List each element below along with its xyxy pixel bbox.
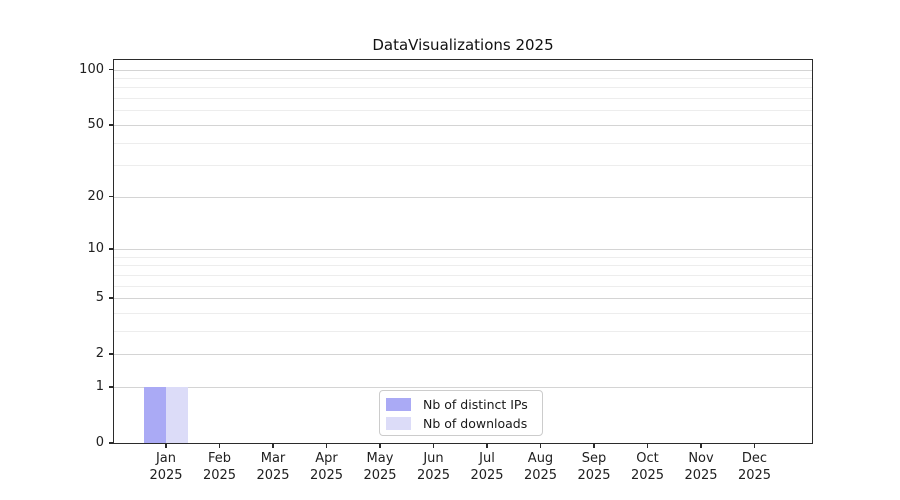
- x-tick-year: 2025: [684, 467, 718, 483]
- y-gridline-minor-80: [114, 87, 812, 89]
- y-gridline-minor-3: [114, 330, 812, 332]
- y-gridline-major-2: [114, 354, 812, 356]
- x-tick-mark-Feb: [218, 444, 221, 448]
- y-tick-mark-2: [109, 353, 113, 355]
- x-tick-label-Jul: Jul 2025: [455, 451, 519, 484]
- legend-label: Nb of distinct IPs: [423, 397, 528, 412]
- y-gridline-major-20: [114, 196, 812, 198]
- x-tick-mark-Aug: [539, 444, 542, 448]
- y-gridline-minor-30: [114, 165, 812, 167]
- y-tick-label-5: 5: [95, 290, 104, 305]
- y-tick-label-10: 10: [87, 241, 104, 256]
- x-tick-year: 2025: [470, 467, 504, 483]
- x-tick-year: 2025: [363, 467, 397, 483]
- y-gridline-minor-40: [114, 142, 812, 144]
- y-tick-mark-1: [109, 386, 113, 388]
- y-gridline-major-10: [114, 249, 812, 250]
- x-tick-month: Aug: [527, 451, 554, 466]
- x-tick-label-Mar: Mar 2025: [241, 451, 305, 484]
- y-gridline-minor-8: [114, 265, 812, 267]
- legend-entry: Nb of downloads: [386, 414, 536, 433]
- x-tick-mark-Mar: [272, 444, 274, 448]
- x-tick-mark-Nov: [700, 444, 702, 448]
- y-gridline-minor-9: [114, 256, 812, 258]
- x-tick-month: Feb: [207, 451, 232, 466]
- y-gridline-minor-90: [114, 78, 812, 79]
- x-tick-month: Jun: [423, 451, 444, 466]
- chart-title: DataVisualizations 2025: [372, 36, 554, 54]
- x-tick-year: 2025: [416, 467, 451, 483]
- x-tick-label-Dec: Dec 2025: [723, 451, 787, 484]
- y-tick-mark-20: [109, 195, 113, 198]
- y-gridline-major-50: [114, 124, 812, 126]
- x-tick-label-Jun: Jun 2025: [402, 451, 466, 484]
- x-tick-month: Mar: [260, 451, 286, 466]
- y-tick-label-2: 2: [95, 346, 104, 362]
- x-tick-label-Nov: Nov 2025: [669, 451, 733, 484]
- x-tick-month: Jul: [479, 451, 495, 466]
- y-tick-label-1: 1: [95, 378, 104, 394]
- y-gridline-major-1: [114, 386, 812, 388]
- bar-distinct-ips-Jan 2025: [144, 386, 166, 443]
- legend: Nb of distinct IPs Nb of downloads: [379, 390, 543, 436]
- x-tick-label-May: May 2025: [348, 451, 412, 484]
- y-tick-label-20: 20: [87, 188, 104, 204]
- x-tick-mark-Oct: [646, 444, 649, 448]
- x-tick-label-Feb: Feb 2025: [188, 451, 252, 484]
- x-tick-year: 2025: [256, 467, 290, 483]
- y-gridline-minor-7: [114, 274, 812, 276]
- x-tick-year: 2025: [309, 467, 344, 483]
- y-tick-mark-50: [109, 124, 113, 126]
- x-tick-year: 2025: [149, 467, 183, 483]
- y-tick-mark-0: [109, 442, 113, 444]
- x-tick-month: Apr: [315, 451, 338, 466]
- x-tick-mark-Jan: [165, 444, 167, 448]
- bar-downloads-Jan 2025: [166, 386, 188, 443]
- x-tick-mark-Jun: [432, 444, 435, 448]
- y-tick-label-100: 100: [79, 61, 104, 77]
- plot-area: [113, 59, 813, 444]
- legend-swatch: [386, 417, 411, 430]
- x-tick-label-Jan: Jan 2025: [134, 451, 198, 484]
- x-tick-month: May: [366, 451, 394, 466]
- x-tick-month: Dec: [741, 451, 768, 466]
- legend-entry: Nb of distinct IPs: [386, 395, 536, 414]
- x-tick-mark-May: [379, 444, 381, 448]
- x-tick-year: 2025: [630, 467, 665, 483]
- y-tick-label-50: 50: [87, 116, 104, 132]
- x-tick-month: Sep: [581, 451, 607, 466]
- x-tick-month: Nov: [688, 451, 714, 466]
- y-gridline-major-100: [114, 69, 812, 71]
- y-gridline-minor-6: [114, 285, 812, 287]
- legend-label: Nb of downloads: [423, 416, 528, 431]
- y-gridline-major-5: [114, 298, 812, 299]
- x-tick-year: 2025: [577, 467, 611, 483]
- y-tick-mark-100: [109, 68, 113, 71]
- y-tick-label-0: 0: [95, 435, 104, 450]
- x-tick-year: 2025: [737, 467, 772, 483]
- y-gridline-minor-60: [114, 110, 812, 112]
- x-tick-year: 2025: [202, 467, 237, 483]
- x-tick-month: Oct: [636, 451, 659, 466]
- legend-swatch: [386, 398, 411, 411]
- y-gridline-minor-70: [114, 98, 812, 100]
- y-gridline-minor-4: [114, 312, 812, 314]
- x-tick-label-Sep: Sep 2025: [562, 451, 626, 484]
- x-tick-year: 2025: [523, 467, 558, 483]
- x-tick-label-Apr: Apr 2025: [295, 451, 359, 484]
- x-tick-label-Aug: Aug 2025: [509, 451, 573, 484]
- y-tick-mark-5: [109, 297, 113, 299]
- x-tick-label-Oct: Oct 2025: [616, 451, 680, 484]
- x-tick-mark-Dec: [753, 444, 756, 448]
- y-tick-mark-10: [109, 248, 113, 250]
- x-tick-mark-Apr: [325, 444, 328, 448]
- x-tick-month: Jan: [155, 451, 177, 466]
- x-tick-mark-Jul: [486, 444, 488, 448]
- x-tick-mark-Sep: [593, 444, 595, 448]
